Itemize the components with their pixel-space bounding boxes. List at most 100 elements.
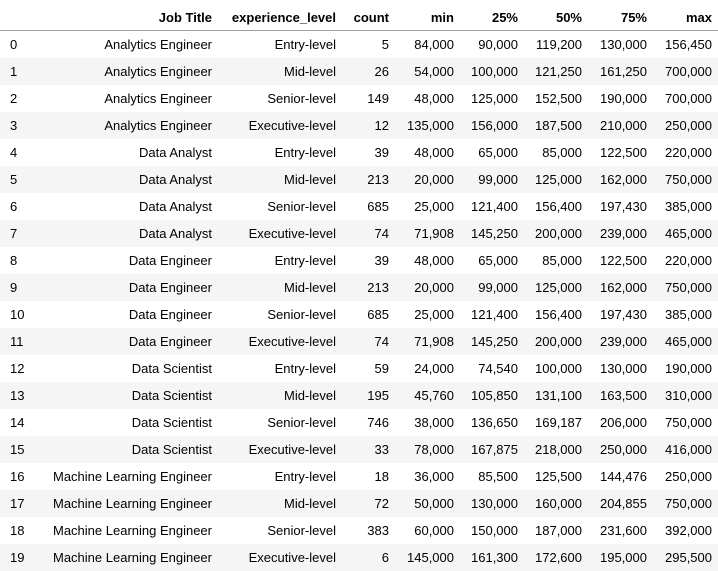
- count-cell: 5: [342, 31, 395, 59]
- count-cell: 18: [342, 463, 395, 490]
- job-title-cell: Data Scientist: [30, 409, 218, 436]
- min-cell: 78,000: [395, 436, 460, 463]
- job-title-cell: Analytics Engineer: [30, 31, 218, 59]
- count-cell: 213: [342, 166, 395, 193]
- count-header: count: [342, 4, 395, 31]
- p75-cell: 122,500: [588, 247, 653, 274]
- p25-cell: 130,000: [460, 490, 524, 517]
- count-cell: 149: [342, 85, 395, 112]
- row-index: 0: [0, 31, 30, 59]
- min-cell: 36,000: [395, 463, 460, 490]
- p25-cell: 99,000: [460, 274, 524, 301]
- p50-cell: 121,250: [524, 58, 588, 85]
- p75-cell: 204,855: [588, 490, 653, 517]
- min-cell: 25,000: [395, 301, 460, 328]
- job-title-header: Job Title: [30, 4, 218, 31]
- min-cell: 48,000: [395, 85, 460, 112]
- p25-cell: 121,400: [460, 301, 524, 328]
- row-index: 18: [0, 517, 30, 544]
- max-cell: 700,000: [653, 58, 718, 85]
- job-title-cell: Data Scientist: [30, 382, 218, 409]
- min-cell: 38,000: [395, 409, 460, 436]
- experience-level-cell: Entry-level: [218, 139, 342, 166]
- job-title-cell: Data Engineer: [30, 274, 218, 301]
- row-index: 16: [0, 463, 30, 490]
- p25-cell: 74,540: [460, 355, 524, 382]
- row-index: 4: [0, 139, 30, 166]
- experience-level-cell: Executive-level: [218, 220, 342, 247]
- row-index: 17: [0, 490, 30, 517]
- p50-cell: 218,000: [524, 436, 588, 463]
- row-index: 8: [0, 247, 30, 274]
- max-cell: 750,000: [653, 274, 718, 301]
- max-cell: 750,000: [653, 409, 718, 436]
- experience-level-cell: Entry-level: [218, 31, 342, 59]
- p75-cell: 122,500: [588, 139, 653, 166]
- p75-cell: 197,430: [588, 193, 653, 220]
- p50-cell: 125,000: [524, 166, 588, 193]
- count-cell: 74: [342, 328, 395, 355]
- experience-level-cell: Mid-level: [218, 490, 342, 517]
- max-cell: 416,000: [653, 436, 718, 463]
- experience-level-header: experience_level: [218, 4, 342, 31]
- max-cell: 465,000: [653, 328, 718, 355]
- max-cell: 392,000: [653, 517, 718, 544]
- max-cell: 385,000: [653, 301, 718, 328]
- min-cell: 20,000: [395, 166, 460, 193]
- p75-header: 75%: [588, 4, 653, 31]
- count-cell: 59: [342, 355, 395, 382]
- max-cell: 250,000: [653, 112, 718, 139]
- min-cell: 50,000: [395, 490, 460, 517]
- p50-cell: 187,000: [524, 517, 588, 544]
- p25-cell: 145,250: [460, 328, 524, 355]
- p75-cell: 130,000: [588, 355, 653, 382]
- row-index: 3: [0, 112, 30, 139]
- p25-cell: 167,875: [460, 436, 524, 463]
- p75-cell: 239,000: [588, 220, 653, 247]
- p50-cell: 119,200: [524, 31, 588, 59]
- job-title-cell: Data Analyst: [30, 166, 218, 193]
- count-cell: 685: [342, 193, 395, 220]
- p50-cell: 169,187: [524, 409, 588, 436]
- p25-cell: 156,000: [460, 112, 524, 139]
- job-title-cell: Analytics Engineer: [30, 58, 218, 85]
- experience-level-cell: Senior-level: [218, 517, 342, 544]
- min-cell: 135,000: [395, 112, 460, 139]
- max-cell: 385,000: [653, 193, 718, 220]
- p25-cell: 85,500: [460, 463, 524, 490]
- row-index: 7: [0, 220, 30, 247]
- row-index: 13: [0, 382, 30, 409]
- count-cell: 213: [342, 274, 395, 301]
- p50-cell: 125,000: [524, 274, 588, 301]
- p50-cell: 156,400: [524, 301, 588, 328]
- p75-cell: 130,000: [588, 31, 653, 59]
- job-title-cell: Analytics Engineer: [30, 85, 218, 112]
- min-cell: 71,908: [395, 328, 460, 355]
- p25-cell: 100,000: [460, 58, 524, 85]
- max-cell: 465,000: [653, 220, 718, 247]
- job-title-cell: Machine Learning Engineer: [30, 544, 218, 571]
- row-index: 14: [0, 409, 30, 436]
- p25-cell: 99,000: [460, 166, 524, 193]
- experience-level-cell: Senior-level: [218, 193, 342, 220]
- min-cell: 48,000: [395, 247, 460, 274]
- max-cell: 220,000: [653, 247, 718, 274]
- max-cell: 310,000: [653, 382, 718, 409]
- min-cell: 24,000: [395, 355, 460, 382]
- experience-level-cell: Mid-level: [218, 274, 342, 301]
- row-index: 6: [0, 193, 30, 220]
- row-index: 15: [0, 436, 30, 463]
- p50-cell: 200,000: [524, 328, 588, 355]
